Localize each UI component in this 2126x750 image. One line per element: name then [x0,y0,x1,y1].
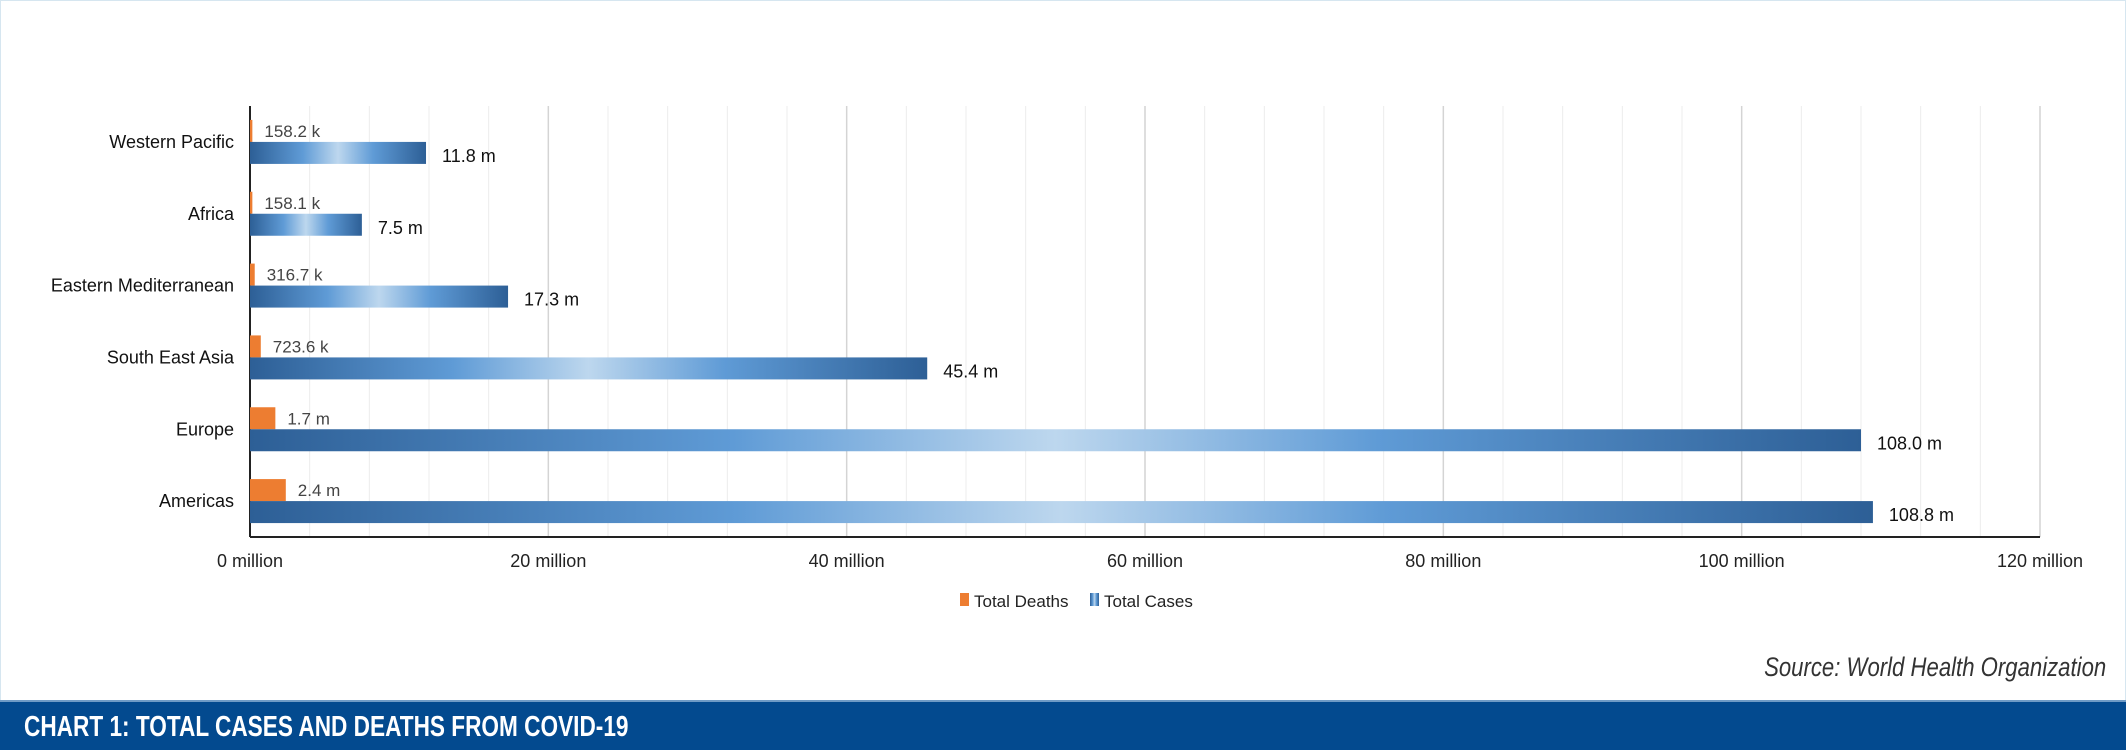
cases-bar [250,357,928,380]
chart-title: CHART 1: TOTAL CASES AND DEATHS FROM COV… [24,711,629,743]
x-tick-label: 40 million [809,551,885,571]
cases-data-label: 7.5 m [378,218,423,238]
cases-bar [250,285,509,308]
deaths-bar [250,263,255,286]
x-tick-label: 20 million [510,551,586,571]
category-label: Africa [188,204,235,224]
category-label: Eastern Mediterranean [51,276,234,296]
cases-data-label: 108.8 m [1889,505,1954,525]
cases-bar [250,213,362,236]
deaths-bar [250,191,253,214]
deaths-bar [250,479,286,502]
cases-bar [250,429,1861,452]
deaths-bar [250,119,253,142]
legend-label: Total Deaths [974,592,1069,611]
category-label: South East Asia [107,347,235,367]
x-tick-label: 120 million [1997,551,2083,571]
deaths-data-label: 158.1 k [264,194,320,213]
deaths-data-label: 158.2 k [264,122,320,141]
deaths-data-label: 1.7 m [287,409,330,428]
x-tick-label: 80 million [1405,551,1481,571]
category-label: Western Pacific [109,132,234,152]
cases-data-label: 45.4 m [943,361,998,381]
cases-data-label: 108.0 m [1877,433,1942,453]
cases-data-label: 11.8 m [442,146,496,166]
legend-swatch-deaths [960,593,969,606]
category-label: Europe [176,419,234,439]
category-label: Americas [159,491,234,511]
deaths-data-label: 2.4 m [298,481,341,500]
cases-data-label: 17.3 m [524,290,579,310]
source-note: Source: World Health Organization [1763,652,2106,682]
cases-bar [250,501,1873,524]
cases-bar [250,141,427,164]
deaths-data-label: 723.6 k [273,337,329,356]
deaths-data-label: 316.7 k [267,266,323,285]
legend-label: Total Cases [1104,592,1193,611]
bar-chart: 0 million 20 million 40 million 60 million 8… [51,106,2083,611]
deaths-bar [250,407,276,430]
x-tick-label: 60 million [1107,551,1183,571]
x-tick-label: 100 million [1699,551,1785,571]
x-tick-label: 0 million [217,551,283,571]
footer-banner: CHART 1: TOTAL CASES AND DEATHS FROM COV… [0,700,2126,750]
legend-swatch-cases [1090,593,1099,606]
deaths-bar [250,335,261,358]
